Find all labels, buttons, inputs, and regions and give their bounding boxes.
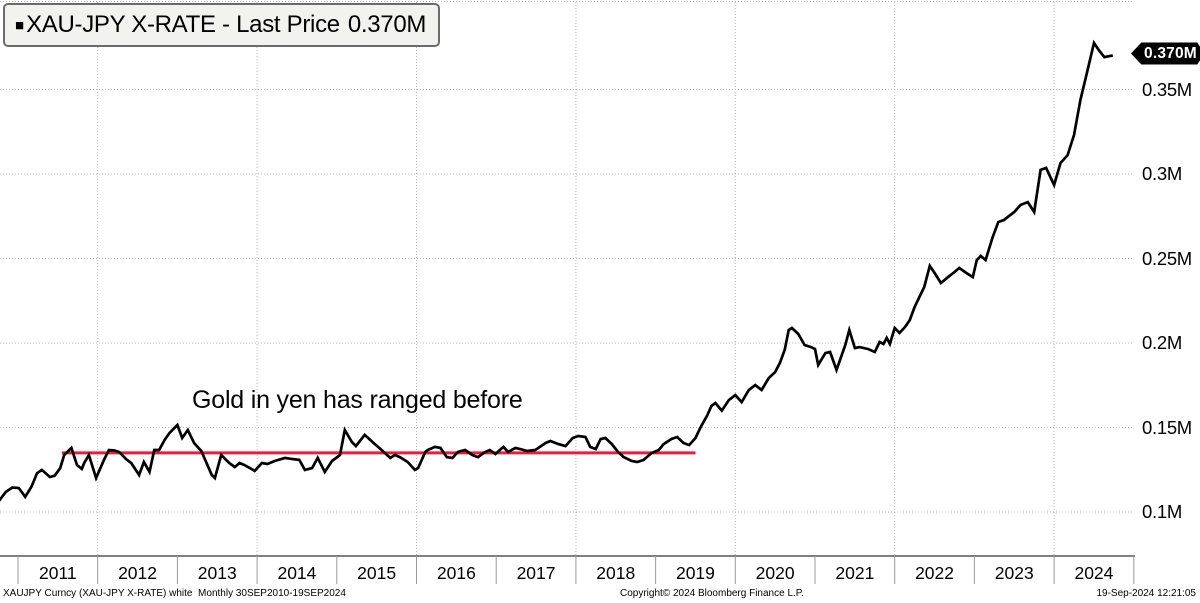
last-price-tag-value: 0.370M — [1144, 44, 1197, 62]
legend-box[interactable]: ■ XAU-JPY X-RATE - Last Price 0.370M — [3, 3, 441, 47]
legend-last-price-value: 0.370M — [347, 11, 427, 38]
y-axis-tick-label: 0.2M — [1142, 332, 1182, 353]
y-axis-tick-label: 0.25M — [1142, 247, 1192, 269]
last-price-tag: 0.370M — [1131, 42, 1200, 65]
price-line-series — [0, 39, 1114, 502]
x-axis-year-label: 2024 — [1074, 563, 1114, 583]
x-axis-year-label: 2023 — [994, 563, 1034, 583]
legend-series-label: XAU-JPY X-RATE - Last Price — [26, 11, 340, 38]
y-axis-tick-label: 0.1M — [1142, 501, 1182, 522]
y-axis-tick-label: 0.3M — [1142, 163, 1182, 184]
x-axis-year-label: 2022 — [915, 563, 955, 583]
x-axis-year-label: 2011 — [39, 563, 77, 583]
chart-annotation-text: Gold in yen has ranged before — [192, 386, 523, 414]
x-axis-year-label: 2019 — [675, 563, 715, 583]
x-axis-year-label: 2013 — [197, 563, 237, 583]
x-axis-year-label: 2014 — [277, 563, 317, 583]
x-axis-year-label: 2015 — [357, 563, 397, 583]
series-swatch-icon: ■ — [15, 16, 25, 34]
x-axis-year-label: 2020 — [755, 563, 795, 583]
footer-copyright: Copyright© 2024 Bloomberg Finance L.P. — [620, 588, 804, 599]
x-axis-year-label: 2017 — [516, 563, 556, 583]
x-axis-year-label: 2018 — [596, 563, 636, 583]
x-axis-year-label: 2012 — [118, 563, 158, 583]
x-axis-year-label: 2016 — [436, 563, 476, 583]
x-axis-year-label: 2021 — [835, 563, 875, 583]
footer-ticker-info: XAUJPY Curncy (XAU-JPY X-RATE) white Mon… — [3, 588, 346, 599]
y-axis-tick-label: 0.35M — [1142, 78, 1192, 100]
footer-timestamp: 19-Sep-2024 12:21:05 — [1096, 588, 1196, 599]
y-axis-tick-label: 0.15M — [1142, 416, 1192, 438]
